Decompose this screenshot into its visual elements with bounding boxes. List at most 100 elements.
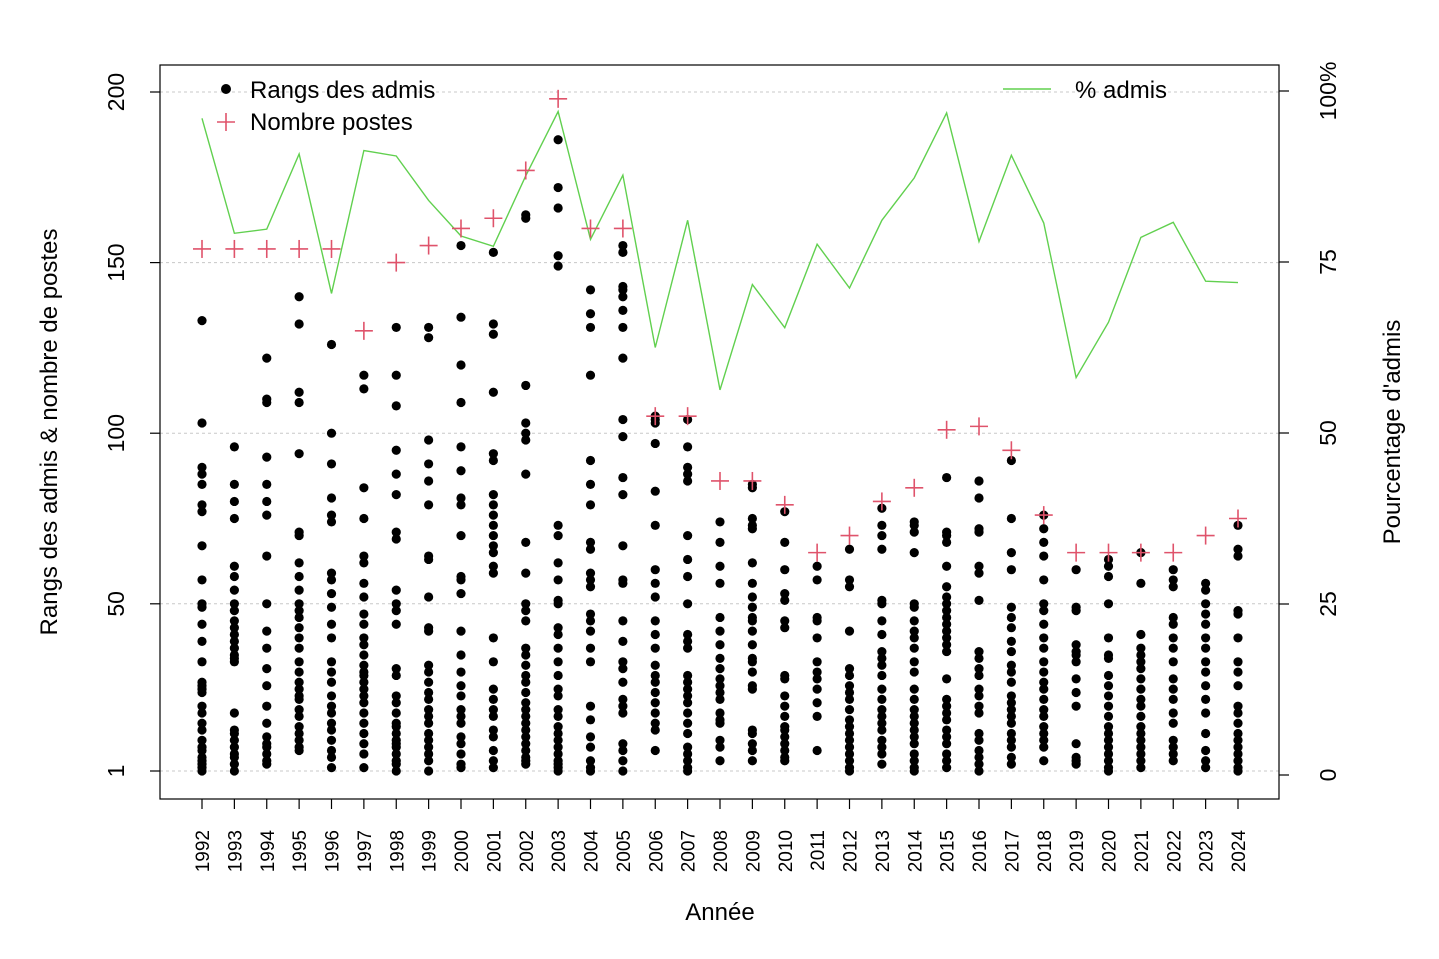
x-tick-label: 2022 [1164,830,1185,872]
rank-point [974,664,984,674]
right-tick-label: 25 [1315,591,1341,617]
rank-point [424,704,434,715]
postes-marker [711,471,729,490]
rank-point [359,728,369,739]
rank-point [618,292,628,302]
rank-point [1233,708,1243,718]
rank-point [974,493,984,503]
rank-point [1006,602,1016,612]
postes-marker [1002,441,1021,460]
rank-point [877,520,887,530]
rank-point [747,756,757,766]
rank-point [844,544,855,554]
rank-point [197,316,207,326]
rank-point [942,739,952,749]
rank-point [844,664,855,674]
rank-point [585,742,596,752]
rank-point [942,561,952,571]
rank-point [1039,633,1049,643]
rank-point [909,749,919,759]
rank-point [1039,722,1049,732]
rank-point [262,742,272,752]
rank-point [1006,612,1016,623]
legend-plus-marker [217,113,235,131]
rank-point [650,725,660,735]
rank-point [294,711,304,722]
rank-point [1136,629,1146,640]
postes-marker [1099,543,1118,562]
rank-point [1039,575,1049,585]
rank-point [618,285,628,295]
rank-point [391,708,401,718]
rank-point [229,766,239,776]
rank-point [942,530,952,541]
rank-point [1039,756,1049,766]
rank-point [456,749,466,759]
rank-point [1071,759,1081,769]
rank-point [715,517,725,527]
rank-point [747,513,757,524]
rank-point [456,500,466,510]
rank-point [877,530,887,541]
rank-point [262,397,272,408]
rank-point [715,640,725,650]
rank-point [844,749,855,759]
rank-point [391,766,401,776]
rank-point [683,643,693,653]
x-tick-label: 2003 [549,830,570,872]
rank-point [650,698,660,708]
rank-point [1039,657,1049,667]
rank-point [747,524,757,534]
rank-point [391,619,401,629]
rank-point [294,667,304,677]
rank-point [715,694,725,704]
rank-point [585,500,596,510]
rank-point [326,667,337,677]
rank-point [1233,742,1243,752]
rank-point [974,527,984,537]
postes-marker [872,492,891,511]
rank-point [229,513,239,524]
rank-point [391,606,401,616]
x-tick-label: 2011 [808,830,829,871]
rank-point [456,650,466,660]
rank-point [197,500,207,510]
legend-label-percent: % admis [1075,77,1167,104]
rank-point [909,732,919,742]
rank-point [326,493,337,503]
rank-point [585,701,596,711]
rank-point [942,701,952,711]
rank-point [974,670,984,681]
rank-point [488,711,498,722]
rank-point [1006,513,1016,524]
rank-point [488,329,498,339]
rank-point [456,312,466,322]
rank-point [229,561,239,571]
rank-point [456,442,466,452]
rank-point [262,599,272,609]
rank-point [424,728,434,739]
rank-point [521,718,531,728]
rank-point [294,623,304,633]
rank-point [1039,728,1049,739]
rank-point [1103,749,1114,759]
rank-point [424,435,434,445]
rank-point [844,722,855,732]
rank-point [456,493,466,503]
rank-point [618,694,628,704]
rank-point [715,612,725,623]
rank-point [683,554,693,565]
rank-point [488,704,498,715]
rank-point [877,646,887,657]
rank-point [359,483,369,493]
rank-point [553,643,563,653]
rank-point [1201,578,1211,588]
rank-point [683,728,693,739]
rank-point [1201,694,1211,704]
rank-point [909,718,919,728]
rank-point [424,554,434,565]
rank-point [456,681,466,691]
rank-point [942,612,952,623]
rank-point [1136,728,1146,739]
